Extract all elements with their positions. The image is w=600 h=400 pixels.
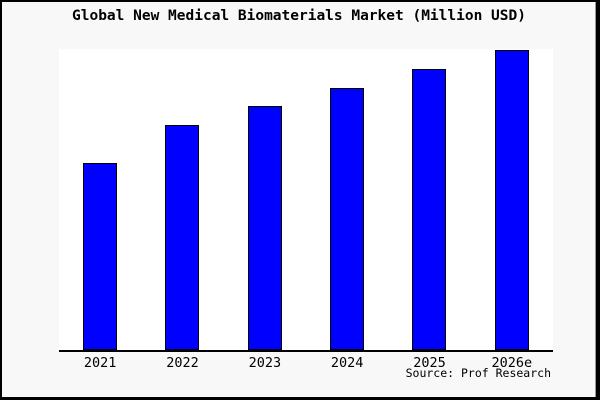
x-tick-label-2025: 2025 [413,355,446,371]
bar-2021 [83,162,118,350]
x-tick-label-2023: 2023 [248,355,282,371]
bar-slot-2023 [224,49,306,350]
x-tick-label-2026e: 2026e [491,355,533,371]
bar-slot-2022 [141,49,223,350]
chart-title: Global New Medical Biomaterials Market (… [72,8,526,24]
bar-2024 [330,87,365,350]
x-tick-label-2021: 2021 [83,355,117,371]
x-axis-labels: 2021 2022 2023 2024 2025 2026e [59,355,553,371]
x-tick-label-2024: 2024 [330,355,364,371]
bar-2022 [165,125,200,350]
x-tick-label-2022: 2022 [166,355,199,371]
plot-area [59,49,553,352]
source-credit: Source: Prof Research [405,366,551,380]
bar-slot-2024 [306,49,388,350]
bar-slot-2021 [59,49,141,350]
bar-slot-2025 [388,49,470,350]
bar-2025 [412,68,447,350]
bar-2026e [494,50,529,350]
bar-slot-2026e [471,49,553,350]
bars-container [59,49,553,350]
bar-2023 [247,106,282,350]
